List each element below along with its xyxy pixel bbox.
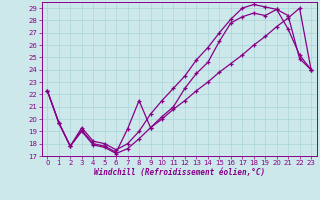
X-axis label: Windchill (Refroidissement éolien,°C): Windchill (Refroidissement éolien,°C) [94, 168, 265, 177]
